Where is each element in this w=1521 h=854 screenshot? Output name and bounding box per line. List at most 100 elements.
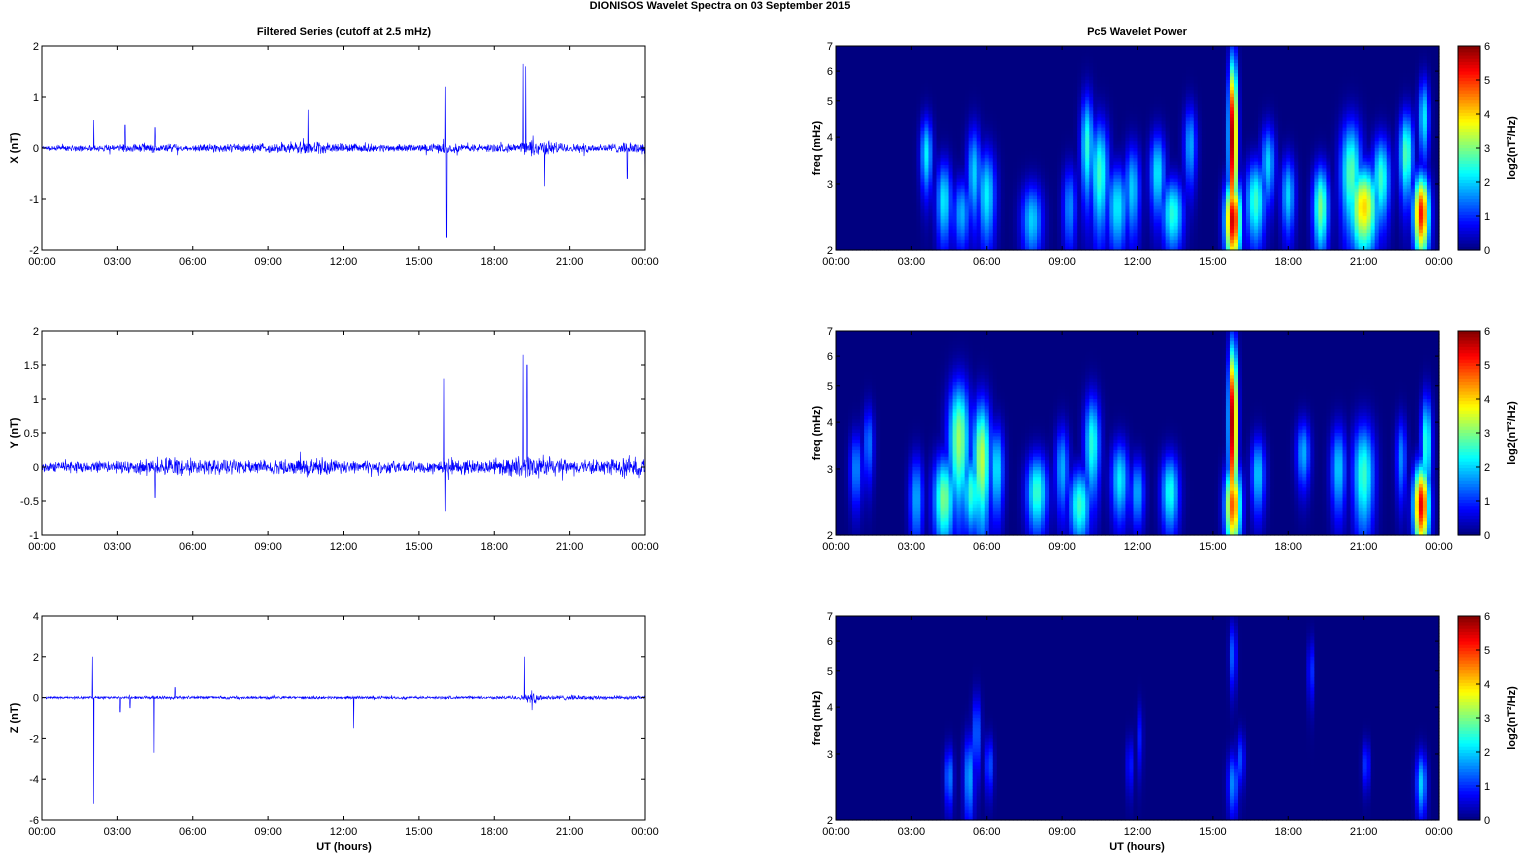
series-x-ytick-label: -1 [29, 194, 39, 206]
wavelet-y-colorbar-tick-label: 5 [1484, 360, 1490, 372]
wavelet-z-colorbar: 0 1 2 3 4 5 6 log2(nT²/Hz) [1457, 611, 1518, 827]
series-y-xtick-label: 00:00 [28, 541, 56, 553]
wavelet-x-ytick-label: 4 [827, 132, 833, 144]
wavelet-z-colorbar-tick-label: 2 [1484, 747, 1490, 759]
wavelet-y-ytick-label: 6 [827, 351, 833, 363]
figure-title: DIONISOS Wavelet Spectra on 03 September… [590, 0, 851, 12]
series-z-xtick-label: 00:00 [631, 826, 659, 838]
series-z-xtick-label: 21:00 [556, 826, 584, 838]
wavelet-y-xtick-label: 00:00 [822, 541, 850, 553]
series-x-ytick-label: -2 [29, 245, 39, 257]
wavelet-z-xtick-label: 00:00 [822, 826, 850, 838]
wavelet-y-xtick-label: 18:00 [1274, 541, 1302, 553]
series-y-ytick-label: -0.5 [20, 496, 39, 508]
series-z-xtick-label: 12:00 [330, 826, 358, 838]
wavelet-z-xtick-label: 00:00 [1425, 826, 1453, 838]
wavelet-x-panel: 2 3 4 5 6 7 00:00 03:00 06:00 09:00 12:00 15:00 18:0… [811, 41, 1518, 268]
wavelet-y-xtick-label: 03:00 [898, 541, 926, 553]
series-y-xtick-label: 15:00 [405, 541, 433, 553]
wavelet-y-xtick-label: 09:00 [1048, 541, 1076, 553]
wavelet-z-heatmap [836, 616, 1440, 821]
wavelet-y-ytick-label: 2 [827, 530, 833, 542]
wavelet-z-xtick-label: 09:00 [1048, 826, 1076, 838]
series-y-xtick-label: 06:00 [179, 541, 207, 553]
series-y-ytick-label: 1 [33, 394, 39, 406]
wavelet-y-colorbar-tick-label: 4 [1484, 394, 1490, 406]
wavelet-y-colorbar-tick-label: 1 [1484, 496, 1490, 508]
wavelet-z-xtick-label: 21:00 [1350, 826, 1378, 838]
wavelet-x-ytick-label: 7 [827, 41, 833, 53]
wavelet-z-ytick-label: 6 [827, 636, 833, 648]
series-z-xtick-label: 09:00 [254, 826, 282, 838]
wavelet-x-ytick-label: 5 [827, 96, 833, 108]
wavelet-y-y-axis-label: freq (mHz) [811, 405, 823, 460]
wavelet-y-ytick-label: 5 [827, 381, 833, 393]
wavelet-y-colorbar: 0 1 2 3 4 5 6 log2(nT²/Hz) [1457, 326, 1518, 542]
series-y-xtick-label: 00:00 [631, 541, 659, 553]
wavelet-x-heatmap [836, 46, 1440, 251]
wavelet-x-colorbar-tick-label: 4 [1484, 109, 1490, 121]
series-x-ytick-label: 1 [33, 92, 39, 104]
series-x-ytick-label: 2 [33, 41, 39, 53]
series-z-ytick-label: -2 [29, 733, 39, 745]
wavelet-x-colorbar-tick-label: 1 [1484, 211, 1490, 223]
wavelet-z-colorbar-tick-label: 4 [1484, 679, 1490, 691]
series-y-ytick-label: -1 [29, 530, 39, 542]
series-z-ytick-label: -4 [29, 774, 39, 786]
wavelet-y-ytick-label: 7 [827, 326, 833, 338]
series-y-line [42, 354, 645, 512]
wavelet-y-colorbar-tick-label: 2 [1484, 462, 1490, 474]
wavelet-z-ytick-label: 3 [827, 749, 833, 761]
wavelet-z-xtick-label: 03:00 [898, 826, 926, 838]
series-z-line [42, 656, 645, 804]
series-x-ytick-label: 0 [33, 143, 39, 155]
right-column-title: Pc5 Wavelet Power [1087, 26, 1188, 38]
wavelet-z-colorbar-tick-label: 6 [1484, 611, 1490, 623]
series-y-ytick-label: 1.5 [24, 360, 39, 372]
series-z-ytick-label: 0 [33, 693, 39, 705]
wavelet-x-colorbar-tick-label: 3 [1484, 143, 1490, 155]
series-y-ytick-label: 0 [33, 462, 39, 474]
series-x-y-axis-label: X (nT) [9, 132, 21, 163]
series-y-y-axis-label: Y (nT) [9, 417, 21, 448]
series-x-panel: -2 -1 0 1 2 00:00 03:00 06:00 09:00 12:00 15:00 18:… [9, 41, 659, 268]
wavelet-z-ytick-label: 7 [827, 611, 833, 623]
wavelet-x-colorbar: 0 1 2 3 4 5 6 log2(nT²/Hz) [1457, 41, 1518, 257]
wavelet-y-colorbar-tick-label: 3 [1484, 428, 1490, 440]
wavelet-y-xtick-label: 15:00 [1199, 541, 1227, 553]
wavelet-y-xtick-label: 21:00 [1350, 541, 1378, 553]
wavelet-z-xtick-label: 12:00 [1124, 826, 1152, 838]
wavelet-x-ytick-label: 3 [827, 179, 833, 191]
right-x-axis-label: UT (hours) [1109, 841, 1165, 853]
wavelet-y-panel: 2 3 4 5 6 7 00:00 03:00 06:00 09:00 12:00 15:00 18:0… [811, 326, 1518, 553]
series-y-xtick-label: 12:00 [330, 541, 358, 553]
wavelet-x-colorbar-tick-label: 2 [1484, 177, 1490, 189]
series-z-xtick-label: 18:00 [480, 826, 508, 838]
series-y-xtick-label: 18:00 [480, 541, 508, 553]
wavelet-z-panel: 2 3 4 5 6 7 00:00 03:00 06:00 09:00 12:00 15:00 18:0… [811, 611, 1518, 838]
wavelet-z-colorbar-label: log2(nT²/Hz) [1506, 686, 1518, 750]
series-y-xtick-label: 03:00 [104, 541, 132, 553]
wavelet-z-xtick-label: 15:00 [1199, 826, 1227, 838]
series-z-xtick-label: 00:00 [28, 826, 56, 838]
wavelet-z-colorbar-tick-label: 1 [1484, 781, 1490, 793]
wavelet-y-heatmap [836, 331, 1440, 536]
wavelet-y-xtick-label: 00:00 [1425, 541, 1453, 553]
wavelet-x-xtick-label: 00:00 [822, 256, 850, 268]
left-column-title: Filtered Series (cutoff at 2.5 mHz) [257, 26, 432, 38]
series-z-xtick-label: 15:00 [405, 826, 433, 838]
series-z-xtick-label: 06:00 [179, 826, 207, 838]
wavelet-z-ytick-label: 5 [827, 666, 833, 678]
wavelet-x-colorbar-tick-label: 5 [1484, 75, 1490, 87]
series-z-xtick-label: 03:00 [104, 826, 132, 838]
wavelet-y-ytick-label: 3 [827, 464, 833, 476]
series-x-xtick-label: 12:00 [330, 256, 358, 268]
wavelet-x-colorbar-label: log2(nT²/Hz) [1506, 116, 1518, 180]
series-z-y-axis-label: Z (nT) [9, 702, 21, 733]
wavelet-y-colorbar-tick-label: 6 [1484, 326, 1490, 338]
series-x-xtick-label: 18:00 [480, 256, 508, 268]
wavelet-x-y-axis-label: freq (mHz) [811, 120, 823, 175]
wavelet-y-xtick-label: 06:00 [973, 541, 1001, 553]
